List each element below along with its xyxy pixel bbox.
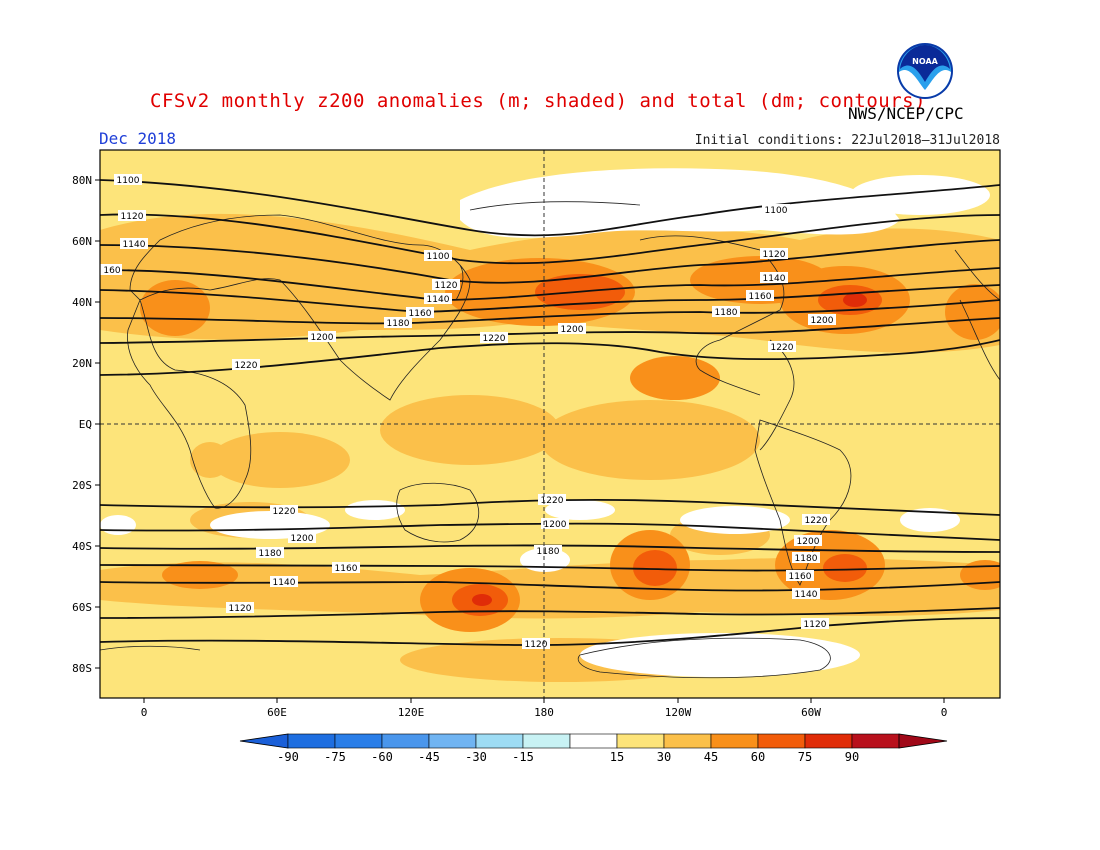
colorbar-segment bbox=[663, 733, 712, 749]
colorbar-segment bbox=[381, 733, 430, 749]
logo-text: NOAA bbox=[912, 57, 938, 66]
contour-label: 1140 bbox=[427, 295, 450, 305]
agency-label: NWS/NCEP/CPC bbox=[848, 104, 964, 123]
colorbar-segment bbox=[851, 733, 900, 749]
contour-label: 1200 bbox=[544, 520, 567, 530]
contour-label: 1160 bbox=[409, 309, 432, 319]
lat-label: 80S bbox=[72, 662, 92, 675]
forecast-month: Dec 2018 bbox=[99, 129, 177, 148]
contour-label: 1180 bbox=[387, 319, 410, 329]
colorbar-tick-label: 45 bbox=[704, 750, 718, 764]
contour-label: 1180 bbox=[795, 554, 818, 564]
contour-label: 1180 bbox=[259, 549, 282, 559]
map-plot-area: 1100 1120 1140 160 1100 1120 1140 1160 1… bbox=[100, 150, 1000, 698]
lon-label: 0 bbox=[141, 706, 148, 719]
colorbar-tick-label: -60 bbox=[371, 750, 393, 764]
contour-label: 1160 bbox=[749, 292, 772, 302]
lat-label: 20S bbox=[72, 479, 92, 492]
contour-label: 1100 bbox=[117, 176, 140, 186]
colorbar-tick-label: -15 bbox=[512, 750, 534, 764]
contour-label: 1120 bbox=[121, 212, 144, 222]
colorbar: -90 -75 -60 -45 -30 -15 15 30 45 60 75 90 bbox=[239, 733, 948, 764]
colorbar-segment bbox=[334, 733, 383, 749]
contour-label: 1140 bbox=[763, 274, 786, 284]
contour-label: 1120 bbox=[804, 620, 827, 630]
contour-label: 1200 bbox=[291, 534, 314, 544]
lon-label: 0 bbox=[941, 706, 948, 719]
colorbar-tick-label: 90 bbox=[845, 750, 859, 764]
lat-axis: 80N 60N 40N 20N EQ 20S 40S 60S 80S bbox=[72, 174, 100, 675]
contour-label: 1220 bbox=[805, 516, 828, 526]
contour-label: 1120 bbox=[763, 250, 786, 260]
colorbar-tick-label: -45 bbox=[418, 750, 440, 764]
contour-label: 1220 bbox=[235, 361, 258, 371]
lat-label: 80N bbox=[72, 174, 92, 187]
lat-label: 60N bbox=[72, 235, 92, 248]
lon-axis: 0 60E 120E 180 120W 60W 0 bbox=[141, 698, 948, 719]
lat-label: EQ bbox=[79, 418, 92, 431]
contour-label: 1200 bbox=[561, 325, 584, 335]
height-contours bbox=[100, 179, 1000, 646]
colorbar-segment bbox=[428, 733, 477, 749]
lon-label: 60W bbox=[801, 706, 821, 719]
contour-label: 1200 bbox=[811, 316, 834, 326]
reference-lines bbox=[100, 150, 1000, 698]
colorbar-segment bbox=[475, 733, 524, 749]
contour-label: 1120 bbox=[229, 604, 252, 614]
initial-conditions: Initial conditions: 22Jul2018–31Jul2018 bbox=[694, 133, 1000, 148]
colorbar-over-arrow bbox=[898, 733, 948, 749]
colorbar-tick-label: -90 bbox=[277, 750, 299, 764]
lon-label: 60E bbox=[267, 706, 287, 719]
contour-label: 160 bbox=[103, 266, 120, 276]
contour-label: 1100 bbox=[427, 252, 450, 262]
colorbar-segment bbox=[710, 733, 759, 749]
colorbar-segment bbox=[804, 733, 853, 749]
colorbar-segment bbox=[757, 733, 806, 749]
shaded-anomaly-75-90 bbox=[472, 293, 867, 606]
lon-label: 180 bbox=[534, 706, 554, 719]
contour-label: 1220 bbox=[541, 496, 564, 506]
contour-label: 1200 bbox=[797, 537, 820, 547]
contour-label: 1200 bbox=[311, 333, 334, 343]
contour-label: 1180 bbox=[715, 308, 738, 318]
lat-label: 60S bbox=[72, 601, 92, 614]
lon-label: 120E bbox=[398, 706, 425, 719]
colorbar-segment bbox=[569, 733, 618, 749]
contour-label: 1140 bbox=[273, 578, 296, 588]
contour-label: 1120 bbox=[525, 640, 548, 650]
contour-label: 1140 bbox=[795, 590, 818, 600]
colorbar-tick-label: 60 bbox=[751, 750, 765, 764]
map-title: CFSv2 monthly z200 anomalies (m; shaded)… bbox=[150, 90, 927, 112]
contour-label: 1120 bbox=[435, 281, 458, 291]
contour-label: 1220 bbox=[771, 343, 794, 353]
contour-label: 1140 bbox=[123, 240, 146, 250]
contour-label: 1160 bbox=[789, 572, 812, 582]
lat-label: 40N bbox=[72, 296, 92, 309]
contour-label: 1160 bbox=[335, 564, 358, 574]
contour-labels: 1100 1120 1140 160 1100 1120 1140 1160 1… bbox=[100, 174, 836, 650]
colorbar-segment bbox=[522, 733, 571, 749]
noaa-logo-icon: NOAA bbox=[897, 43, 953, 99]
colorbar-tick-label: -30 bbox=[465, 750, 487, 764]
contour-label: 1180 bbox=[537, 547, 560, 557]
contour-label: 1220 bbox=[273, 507, 296, 517]
colorbar-tick-label: -75 bbox=[324, 750, 346, 764]
colorbar-tick-label: 15 bbox=[610, 750, 624, 764]
colorbar-segment bbox=[287, 733, 336, 749]
colorbar-tick-label: 30 bbox=[657, 750, 671, 764]
colorbar-tick-label: 75 bbox=[798, 750, 812, 764]
colorbar-segment bbox=[616, 733, 665, 749]
lon-label: 120W bbox=[665, 706, 692, 719]
contour-label: 1100 bbox=[765, 206, 788, 216]
lat-label: 40S bbox=[72, 540, 92, 553]
colorbar-under-arrow bbox=[239, 733, 289, 749]
lat-label: 20N bbox=[72, 357, 92, 370]
contour-label: 1220 bbox=[483, 334, 506, 344]
